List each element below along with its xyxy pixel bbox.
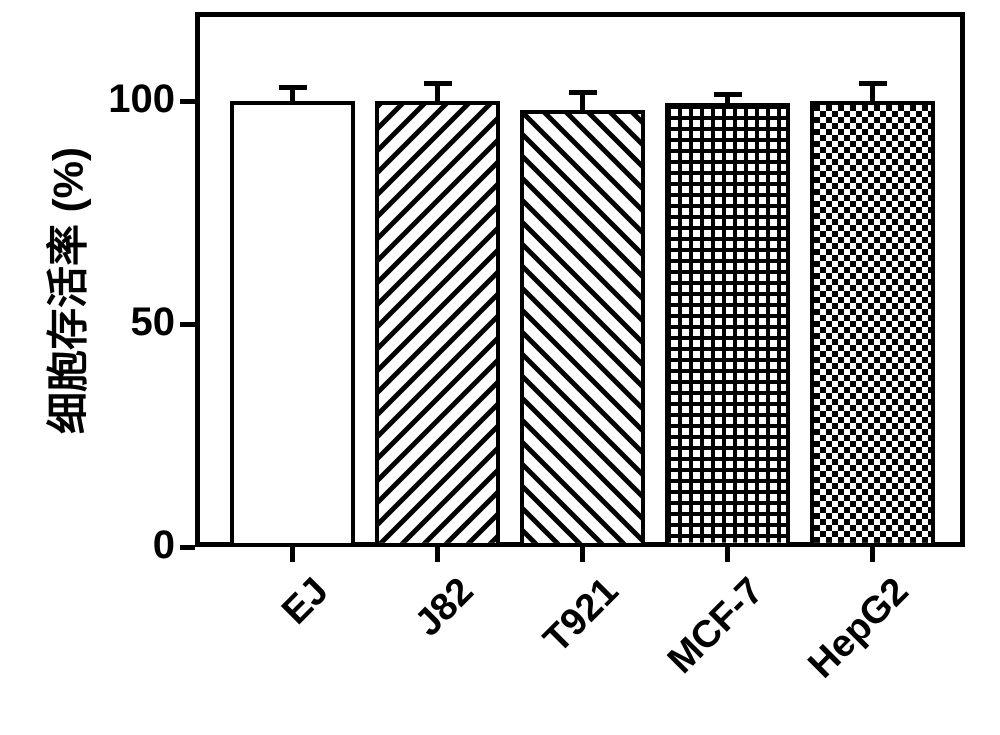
y-tick-label: 50 — [105, 300, 175, 345]
bar — [520, 110, 645, 547]
x-tick-label: EJ — [274, 570, 337, 633]
y-tick-mark — [180, 322, 195, 327]
y-tick-mark — [180, 99, 195, 104]
error-bar-stem — [435, 83, 440, 101]
y-tick-mark — [180, 545, 195, 550]
x-tick-mark — [870, 547, 875, 562]
error-bar-stem — [870, 83, 875, 101]
x-tick-mark — [435, 547, 440, 562]
error-bar-cap — [714, 92, 742, 97]
bar — [810, 101, 935, 547]
x-tick-label: HepG2 — [800, 570, 917, 687]
error-bar-cap — [279, 85, 307, 90]
x-tick-label: J82 — [407, 570, 482, 645]
bar-chart: 细胞存活率 (%) 0 50 100 EJ J82 T921 MCF-7HepG2 — [0, 0, 1000, 735]
x-tick-mark — [725, 547, 730, 562]
y-tick-label: 100 — [105, 77, 175, 122]
error-bar-cap — [859, 81, 887, 86]
error-bar-cap — [569, 90, 597, 95]
error-bar-cap — [424, 81, 452, 86]
x-tick-mark — [290, 547, 295, 562]
y-axis-label: 细胞存活率 (%) — [35, 141, 96, 441]
x-tick-label: T921 — [535, 570, 627, 662]
y-tick-label: 0 — [105, 523, 175, 568]
error-bar-stem — [580, 92, 585, 110]
bar — [665, 103, 790, 547]
x-tick-label: MCF-7 — [659, 570, 772, 683]
bar — [230, 101, 355, 547]
x-tick-mark — [580, 547, 585, 562]
bar — [375, 101, 500, 547]
